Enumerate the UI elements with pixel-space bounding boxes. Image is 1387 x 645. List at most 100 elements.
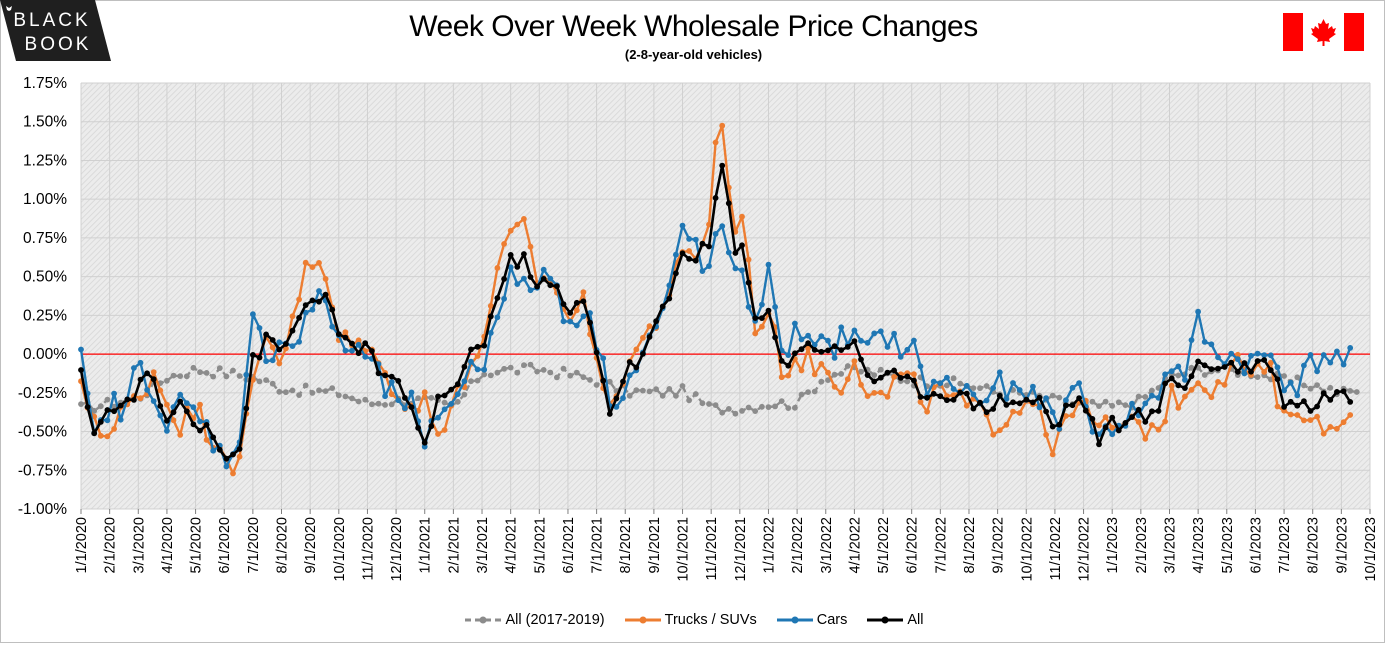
- data-point: [1049, 392, 1056, 399]
- data-point: [759, 301, 765, 308]
- data-point: [851, 338, 858, 344]
- data-point: [1267, 359, 1274, 366]
- data-point: [1096, 403, 1102, 409]
- legend-label-cars: Cars: [816, 612, 848, 628]
- data-point: [514, 221, 521, 228]
- data-point: [170, 417, 177, 424]
- data-point: [871, 330, 878, 337]
- series-layer: [78, 122, 1360, 477]
- data-point: [164, 428, 170, 434]
- data-point: [633, 364, 640, 371]
- data-point: [666, 386, 673, 392]
- data-point: [1254, 374, 1261, 380]
- data-point: [1149, 408, 1155, 415]
- data-point: [983, 397, 990, 404]
- data-point: [362, 396, 369, 403]
- data-point: [1016, 410, 1023, 416]
- data-point: [203, 370, 210, 376]
- data-point: [1175, 405, 1182, 411]
- data-point: [811, 341, 818, 348]
- data-point: [1320, 352, 1327, 358]
- data-point: [296, 338, 302, 345]
- data-point: [1010, 380, 1016, 386]
- data-point: [408, 389, 415, 396]
- data-point: [1115, 399, 1122, 406]
- x-tick-label: 1/1/2023: [1105, 517, 1121, 573]
- data-point: [441, 427, 448, 433]
- data-point: [322, 291, 329, 298]
- data-point: [1056, 421, 1063, 428]
- data-point: [871, 390, 878, 396]
- data-point: [580, 374, 587, 381]
- data-point: [1162, 380, 1168, 387]
- data-point: [745, 279, 752, 286]
- data-point: [732, 265, 739, 272]
- data-point: [454, 391, 461, 398]
- data-point: [1175, 363, 1182, 370]
- data-point: [679, 250, 686, 257]
- data-point: [104, 433, 111, 440]
- data-point: [1267, 352, 1274, 359]
- data-point: [395, 397, 402, 404]
- data-point: [540, 266, 547, 273]
- data-point: [1129, 400, 1135, 407]
- data-point: [481, 371, 488, 378]
- data-point: [844, 376, 851, 383]
- data-point: [448, 386, 455, 393]
- data-point: [1301, 382, 1307, 389]
- data-point: [1155, 408, 1162, 414]
- data-point: [1016, 387, 1023, 393]
- data-point: [454, 398, 461, 405]
- data-point: [950, 396, 957, 403]
- data-point: [811, 388, 818, 395]
- data-point: [1149, 422, 1155, 428]
- data-point: [190, 364, 197, 371]
- x-tick-label: 8/1/2021: [618, 517, 634, 573]
- data-point: [177, 432, 184, 438]
- x-tick-label: 12/1/2021: [733, 517, 749, 582]
- data-point: [322, 276, 329, 282]
- data-point: [1188, 373, 1195, 380]
- data-point: [382, 372, 388, 379]
- x-gridlines: [80, 83, 1371, 514]
- data-point: [1115, 427, 1122, 434]
- data-point: [349, 347, 355, 354]
- data-point: [573, 299, 580, 306]
- data-point: [276, 360, 283, 367]
- data-point: [904, 346, 911, 353]
- data-point: [203, 422, 210, 428]
- legend-label-all-2017-2019: All (2017-2019): [505, 612, 605, 628]
- data-point: [104, 407, 111, 413]
- data-point: [560, 365, 567, 372]
- data-point: [673, 251, 679, 258]
- data-point: [269, 337, 276, 343]
- data-point: [157, 412, 164, 419]
- data-point: [891, 367, 897, 374]
- data-point: [382, 393, 388, 400]
- data-point: [871, 378, 878, 385]
- data-point: [250, 311, 256, 318]
- data-point: [276, 339, 283, 346]
- y-tick-label: 0.50%: [23, 269, 67, 286]
- x-tick-label: 2/1/2023: [1134, 517, 1150, 573]
- data-point: [521, 251, 527, 257]
- data-point: [1201, 372, 1208, 378]
- data-point: [739, 213, 745, 220]
- data-point: [1049, 451, 1056, 458]
- data-point: [765, 404, 772, 410]
- data-point: [111, 390, 117, 397]
- data-point: [283, 341, 289, 347]
- data-point: [851, 358, 858, 364]
- data-point: [692, 391, 699, 397]
- data-point: [1129, 414, 1135, 420]
- data-point: [937, 380, 944, 387]
- x-tick-label: 7/1/2020: [246, 517, 262, 573]
- x-tick-label: 11/1/2020: [360, 517, 376, 580]
- data-point: [626, 392, 633, 399]
- data-point: [289, 313, 296, 320]
- data-point: [759, 403, 765, 410]
- data-point: [904, 378, 911, 385]
- data-point: [983, 383, 990, 389]
- x-tick-label: 7/1/2023: [1277, 517, 1293, 573]
- data-point: [170, 372, 177, 379]
